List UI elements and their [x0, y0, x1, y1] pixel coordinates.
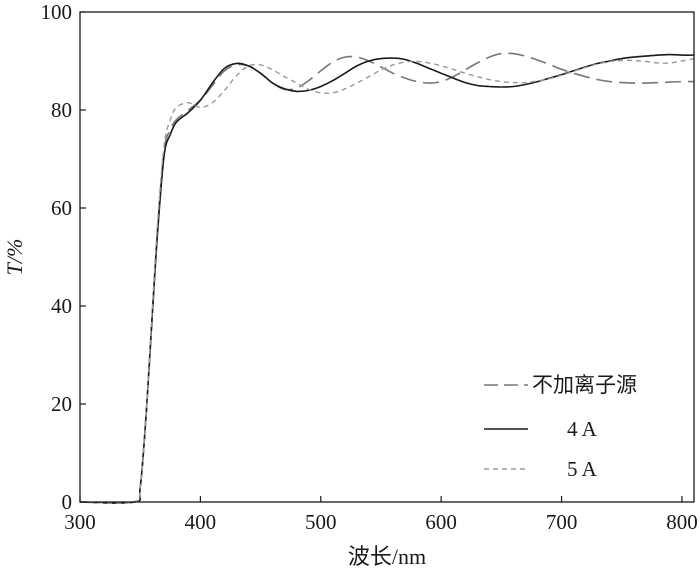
legend-label-1: 不加离子源 — [532, 373, 637, 397]
legend-label-2: 4 A — [567, 417, 598, 441]
plot-lines — [79, 52, 695, 504]
x-tick-label-800: 800 — [666, 510, 698, 534]
x-tick-label-700: 700 — [546, 510, 578, 534]
plot-frame — [79, 11, 695, 503]
x-axis-label: 波长/nm — [348, 544, 426, 569]
x-tick-label-500: 500 — [305, 510, 337, 534]
y-tick-label-40: 40 — [51, 294, 72, 318]
y-tick-label-0: 0 — [62, 490, 73, 514]
y-tick-label-100: 100 — [41, 0, 73, 24]
series-line-2 — [79, 53, 695, 504]
x-tick-label-600: 600 — [425, 510, 457, 534]
y-tick-label-80: 80 — [51, 98, 72, 122]
y-tick-label-60: 60 — [51, 196, 72, 220]
legend: 不加离子源 4 A 5 A — [484, 373, 637, 481]
ticks: 300 400 500 600 700 800 0 20 40 60 80 100 — [41, 0, 698, 534]
x-tick-label-300: 300 — [64, 510, 96, 534]
legend-label-3: 5 A — [567, 457, 598, 481]
axes — [79, 11, 695, 503]
series-line-1 — [79, 52, 695, 504]
x-tick-label-400: 400 — [185, 510, 217, 534]
y-tick-label-20: 20 — [51, 392, 72, 416]
y-axis-label: T/% — [2, 239, 27, 276]
